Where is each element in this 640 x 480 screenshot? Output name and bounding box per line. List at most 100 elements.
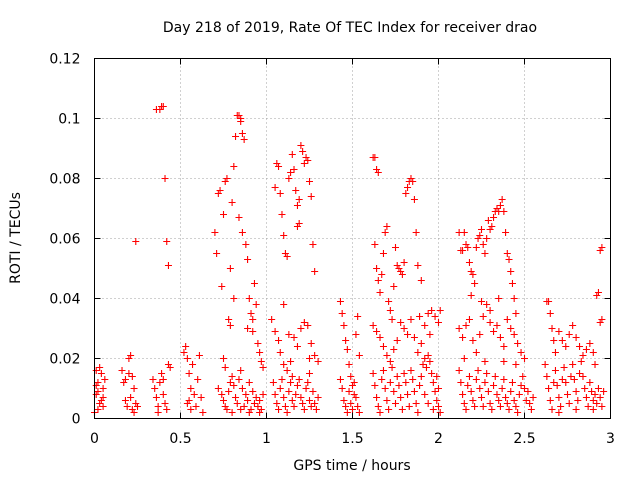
y-tick-label: 0.1: [58, 112, 80, 128]
data-point: [512, 310, 520, 317]
data-point: [130, 409, 138, 416]
data-point: [369, 322, 377, 329]
data-point: [493, 322, 501, 329]
data-point: [123, 403, 131, 410]
data-point: [340, 397, 348, 404]
data-point: [293, 202, 301, 209]
data-point: [256, 409, 264, 416]
data-point: [572, 406, 580, 413]
data-point: [354, 313, 362, 320]
data-point: [250, 400, 258, 407]
data-point: [397, 319, 405, 326]
data-point: [478, 298, 485, 305]
data-point: [388, 364, 396, 371]
data-point: [238, 385, 246, 392]
data-point: [127, 394, 135, 401]
data-point: [302, 385, 310, 392]
data-point: [240, 403, 248, 410]
data-point: [304, 157, 312, 164]
data-point: [226, 265, 234, 272]
data-point: [187, 385, 195, 392]
data-point: [235, 214, 243, 221]
data-point: [226, 379, 234, 386]
data-point: [462, 406, 470, 413]
data-point: [500, 376, 508, 383]
data-point: [199, 409, 207, 416]
data-point: [407, 316, 415, 323]
data-point: [435, 403, 442, 410]
data-point: [498, 385, 506, 392]
data-point: [300, 406, 308, 413]
data-point: [280, 394, 288, 401]
data-point: [577, 358, 585, 365]
data-point: [500, 208, 508, 215]
data-point: [237, 367, 245, 374]
data-point: [285, 388, 293, 395]
data-point: [256, 397, 264, 404]
data-point: [558, 376, 566, 383]
data-point: [244, 325, 252, 332]
data-point: [190, 391, 198, 398]
data-point: [496, 403, 504, 410]
data-point: [92, 391, 100, 398]
data-point: [342, 403, 350, 410]
data-point: [521, 355, 528, 362]
data-point: [293, 382, 301, 389]
data-point: [161, 175, 169, 182]
data-point: [309, 388, 317, 395]
data-point: [541, 361, 549, 368]
data-point: [404, 331, 412, 338]
data-point: [572, 334, 580, 341]
data-point: [349, 382, 356, 389]
data-point: [481, 358, 489, 365]
data-point: [465, 259, 473, 266]
data-point: [431, 388, 439, 395]
x-tick-label: 0.5: [169, 431, 191, 447]
data-point: [240, 136, 248, 143]
data-point: [481, 379, 489, 386]
data-point: [405, 403, 413, 410]
data-point: [94, 379, 102, 386]
data-point: [121, 376, 129, 383]
data-point: [297, 325, 305, 332]
data-point: [582, 394, 590, 401]
data-point: [476, 331, 484, 338]
data-point: [558, 337, 566, 344]
data-point: [276, 349, 284, 356]
data-point: [96, 400, 104, 407]
data-point: [245, 409, 253, 416]
data-point: [290, 334, 298, 341]
data-point: [417, 340, 425, 347]
data-point: [306, 178, 313, 185]
data-point: [345, 361, 353, 368]
data-point: [502, 394, 510, 401]
data-point: [576, 370, 584, 377]
data-point: [407, 175, 415, 182]
data-point: [295, 376, 303, 383]
data-point: [600, 388, 608, 395]
data-point: [378, 376, 386, 383]
data-point: [281, 403, 289, 410]
data-point: [373, 394, 381, 401]
data-point: [548, 325, 556, 332]
data-point: [486, 307, 494, 314]
data-point: [412, 400, 420, 407]
data-point: [355, 352, 363, 359]
data-point: [488, 223, 496, 230]
data-point: [154, 403, 162, 410]
data-point: [299, 148, 307, 155]
data-point: [381, 385, 389, 392]
data-point: [244, 397, 252, 404]
data-point: [278, 376, 286, 383]
data-point: [471, 403, 479, 410]
data-point: [183, 400, 191, 407]
data-point: [225, 316, 233, 323]
data-point: [570, 376, 578, 383]
data-point: [158, 370, 166, 377]
data-points: [91, 103, 608, 416]
data-point: [467, 292, 475, 299]
data-point: [280, 301, 288, 308]
data-point: [565, 331, 573, 338]
data-point: [546, 310, 554, 317]
data-point: [490, 214, 498, 221]
